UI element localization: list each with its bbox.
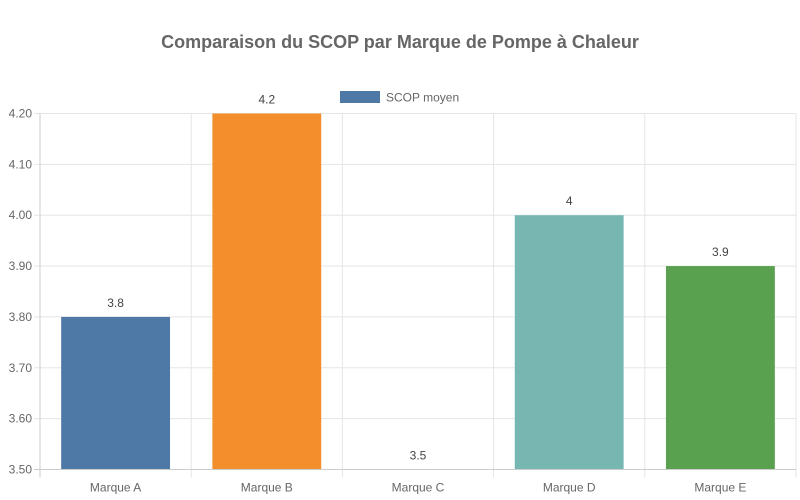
x-tick-label: Marque E	[694, 481, 746, 495]
bars: 3.8 4.2 3.5 4 3.9	[61, 93, 775, 470]
legend-swatch-scop-moyen[interactable]	[340, 91, 380, 103]
y-tick-label: 3.70	[9, 361, 33, 375]
bar-marque-a[interactable]	[61, 316, 171, 470]
data-label: 3.5	[410, 449, 427, 463]
y-tick-label: 4.00	[9, 208, 33, 222]
data-label: 4	[566, 194, 573, 208]
y-tick-label: 3.60	[9, 412, 33, 426]
bar-marque-e[interactable]	[665, 266, 775, 470]
x-tick-label: Marque A	[90, 481, 141, 495]
x-tick-label: Marque C	[392, 481, 445, 495]
data-label: 4.2	[258, 93, 275, 107]
y-tick-label: 4.10	[9, 157, 33, 171]
legend[interactable]: SCOP moyen	[340, 91, 459, 105]
chart-title: Comparaison du SCOP par Marque de Pompe …	[161, 32, 639, 52]
bar-marque-d[interactable]	[514, 215, 624, 470]
x-tick-label: Marque B	[241, 481, 293, 495]
y-tick-label: 3.80	[9, 310, 33, 324]
x-tick-label: Marque D	[543, 481, 596, 495]
data-label: 3.8	[107, 296, 124, 310]
data-label: 3.9	[712, 245, 729, 259]
legend-label-scop-moyen[interactable]: SCOP moyen	[386, 91, 459, 105]
axes: 3.50 3.60 3.70 3.80 3.90 4.00 4.10 4.20 Marque A…	[9, 107, 796, 495]
bar-marque-b[interactable]	[212, 113, 322, 470]
y-tick-label: 4.20	[9, 107, 33, 121]
y-tick-label: 3.90	[9, 259, 33, 273]
y-tick-label: 3.50	[9, 463, 33, 477]
